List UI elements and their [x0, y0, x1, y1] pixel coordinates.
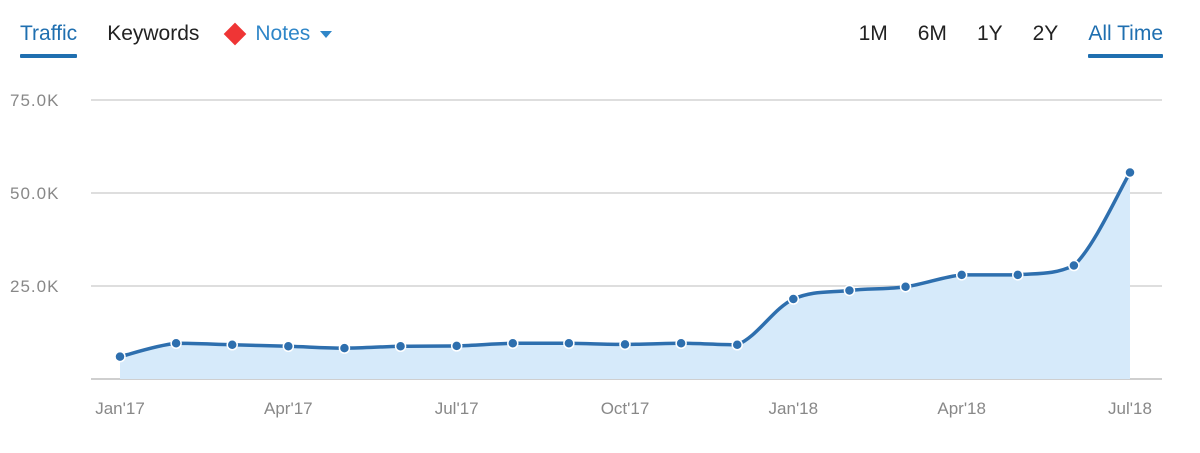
data-point: [563, 337, 575, 350]
y-tick-label: 50.0K: [10, 184, 59, 203]
data-point: [1124, 166, 1136, 179]
notes-label: Notes: [255, 22, 311, 45]
traffic-area-fill: [120, 172, 1130, 379]
x-axis: Jan'17 Apr'17 Jul'17 Oct'17 Jan'18 Apr'18 Jul'…: [95, 399, 1152, 418]
x-tick-label: Jul'18: [1108, 399, 1152, 418]
data-point: [787, 293, 800, 305]
y-tick-label: 75.0K: [10, 91, 59, 110]
x-tick-label: Oct'17: [601, 399, 650, 418]
data-point: [170, 337, 182, 350]
data-point: [450, 340, 463, 352]
data-point: [843, 284, 856, 297]
data-point: [1068, 259, 1080, 272]
data-point: [955, 269, 968, 281]
data-point: [114, 350, 126, 363]
data-point: [619, 338, 631, 351]
data-point: [282, 340, 295, 353]
data-point: [226, 339, 238, 351]
notes-dropdown[interactable]: Notes: [223, 16, 333, 52]
x-tick-label: Apr'18: [937, 399, 986, 418]
metric-tabs: Traffic Keywords Notes: [20, 16, 333, 58]
x-tick-label: Jan'18: [769, 399, 819, 418]
range-1y[interactable]: 1Y: [976, 22, 1003, 45]
data-point: [731, 339, 743, 351]
x-tick-label: Jan'17: [95, 399, 145, 418]
data-point: [338, 342, 351, 354]
range-2y[interactable]: 2Y: [1032, 22, 1059, 45]
data-point: [507, 337, 519, 350]
range-1m[interactable]: 1M: [858, 22, 888, 45]
y-axis: 25.0K 50.0K 75.0K: [10, 91, 59, 296]
range-6m[interactable]: 6M: [917, 22, 947, 45]
data-point: [675, 337, 687, 350]
y-tick-label: 25.0K: [10, 277, 59, 296]
x-tick-label: Apr'17: [264, 399, 313, 418]
tab-traffic[interactable]: Traffic: [20, 16, 78, 58]
data-points: [114, 166, 1136, 363]
data-point: [899, 280, 912, 293]
time-range-selector: 1M 6M 1Y 2Y All Time: [829, 16, 1163, 58]
data-point: [1012, 269, 1024, 281]
data-point: [394, 340, 407, 353]
range-all-time[interactable]: All Time: [1088, 16, 1163, 58]
chevron-down-icon: [320, 30, 333, 38]
tab-keywords[interactable]: Keywords: [107, 22, 200, 45]
x-tick-label: Jul'17: [435, 399, 479, 418]
